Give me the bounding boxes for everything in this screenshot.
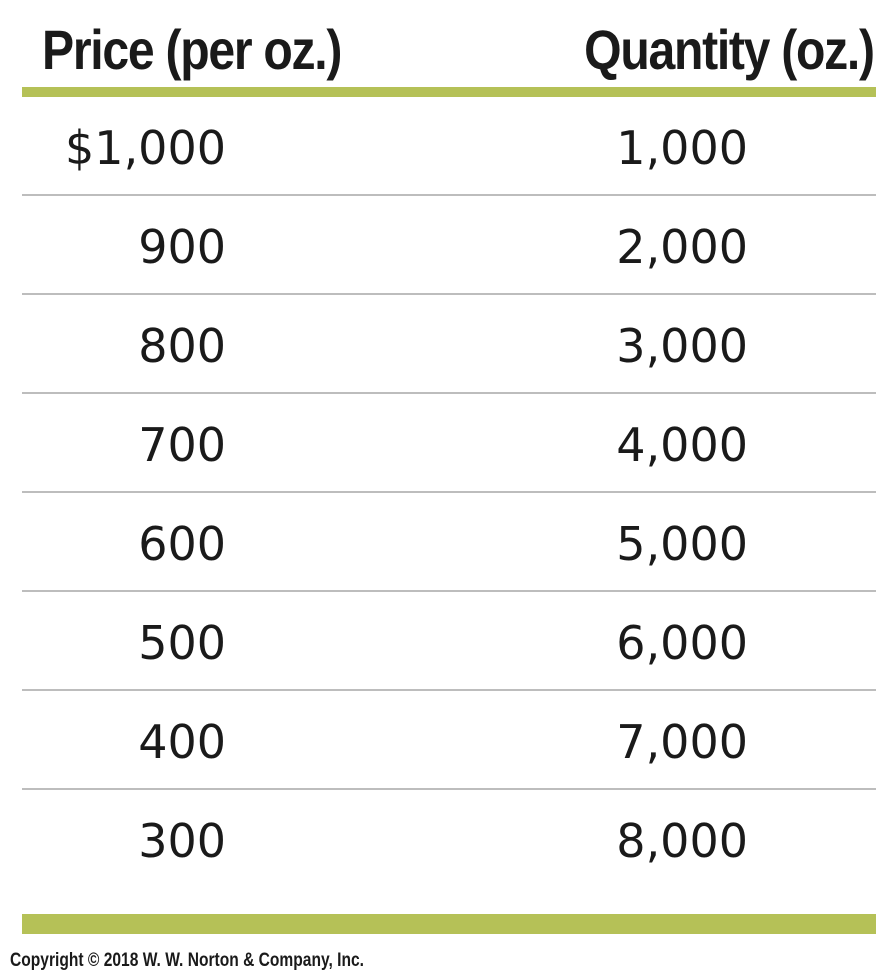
table-row: 900 2,000 <box>22 196 876 295</box>
footer-accent-rule <box>22 914 876 934</box>
table-row: 300 8,000 <box>22 790 876 889</box>
table-row: $1,000 1,000 <box>22 97 876 196</box>
quantity-cell: 8,000 <box>616 814 748 868</box>
quantity-cell: 6,000 <box>616 616 748 670</box>
column-header-quantity: Quantity (oz.) <box>584 18 875 81</box>
column-header-price: Price (per oz.) <box>42 18 342 81</box>
quantity-cell: 3,000 <box>616 319 748 373</box>
price-cell: 800 <box>138 319 226 373</box>
quantity-cell: 2,000 <box>616 220 748 274</box>
table-body: $1,000 1,000 900 2,000 800 3,000 700 4,000 600 5,… <box>22 97 876 889</box>
quantity-cell: 4,000 <box>616 418 748 472</box>
quantity-cell: 1,000 <box>616 121 748 175</box>
table-row: 400 7,000 <box>22 691 876 790</box>
quantity-cell: 7,000 <box>616 715 748 769</box>
price-cell: $1,000 <box>65 121 226 175</box>
table-row: 700 4,000 <box>22 394 876 493</box>
price-cell: 700 <box>138 418 226 472</box>
header-accent-rule <box>22 87 876 97</box>
table-row: 800 3,000 <box>22 295 876 394</box>
price-cell: 900 <box>138 220 226 274</box>
table-row: 600 5,000 <box>22 493 876 592</box>
price-cell: 500 <box>138 616 226 670</box>
quantity-cell: 5,000 <box>616 517 748 571</box>
copyright-notice: Copyright © 2018 W. W. Norton & Company,… <box>10 950 364 971</box>
price-cell: 400 <box>138 715 226 769</box>
table-row: 500 6,000 <box>22 592 876 691</box>
price-cell: 600 <box>138 517 226 571</box>
price-cell: 300 <box>138 814 226 868</box>
table-header: Price (per oz.) Quantity (oz.) <box>22 14 876 86</box>
